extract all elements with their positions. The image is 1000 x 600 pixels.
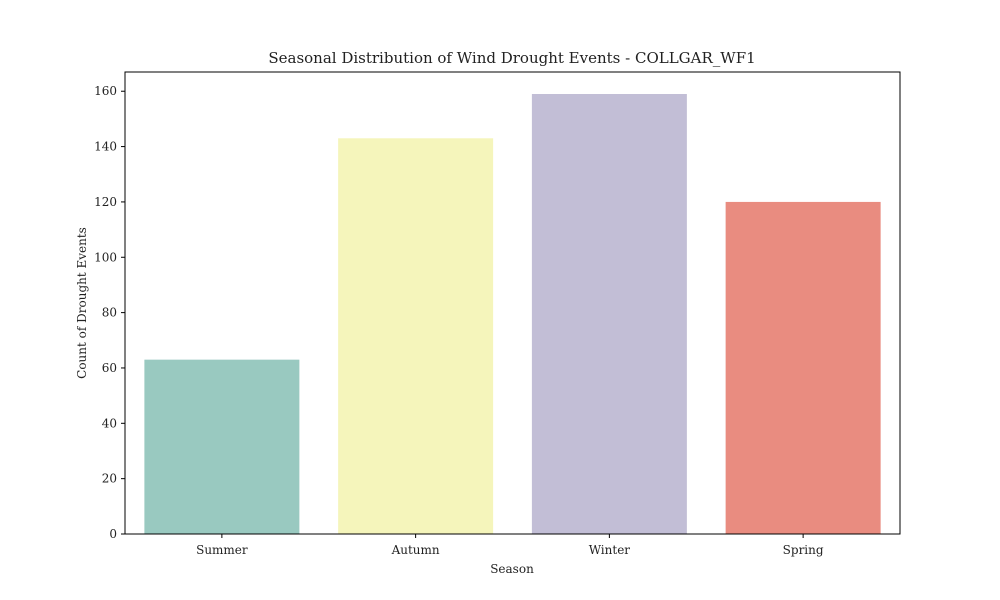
chart-title: Seasonal Distribution of Wind Drought Ev… xyxy=(268,49,755,67)
x-tick-label: Winter xyxy=(589,543,631,557)
bar-autumn xyxy=(338,138,494,534)
y-tick-label: 40 xyxy=(102,416,117,430)
y-axis: 0 20 40 60 80 100 120 140 160 xyxy=(94,84,125,541)
y-tick-label: 140 xyxy=(94,140,117,154)
y-tick-label: 60 xyxy=(102,361,117,375)
x-tick-label: Spring xyxy=(783,543,824,557)
bar-spring xyxy=(725,201,881,535)
bar-summer xyxy=(144,359,300,534)
bar-winter xyxy=(531,94,687,534)
x-axis: Summer Autumn Winter Spring xyxy=(196,534,824,557)
y-tick-label: 80 xyxy=(102,306,117,320)
y-tick-label: 100 xyxy=(94,250,117,264)
y-tick-label: 120 xyxy=(94,195,117,209)
x-tick-label: Summer xyxy=(196,543,248,557)
x-tick-label: Autumn xyxy=(391,543,440,557)
y-tick-label: 160 xyxy=(94,84,117,98)
plot-frame xyxy=(124,71,901,535)
y-axis-label: Count of Drought Events xyxy=(75,227,89,379)
y-tick-label: 0 xyxy=(109,527,117,541)
y-tick-label: 20 xyxy=(102,472,117,486)
x-axis-label: Season xyxy=(490,562,534,576)
bars-group xyxy=(144,94,881,535)
